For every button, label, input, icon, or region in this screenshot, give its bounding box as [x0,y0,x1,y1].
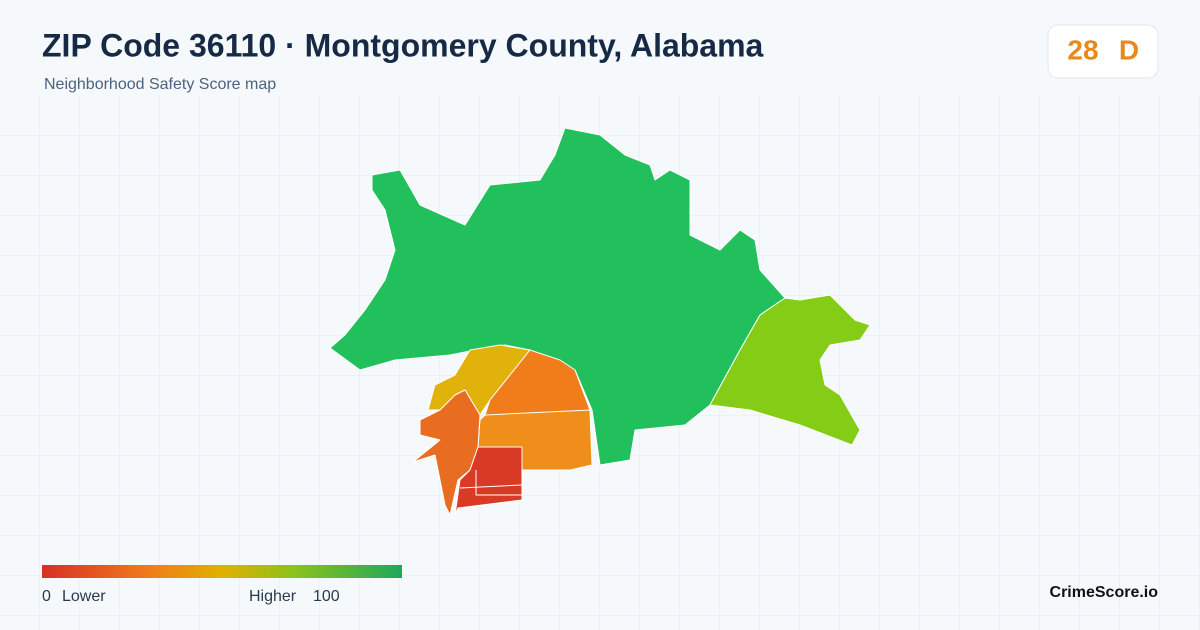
legend-scale [42,565,402,578]
grade: D [1119,34,1139,65]
title: ZIP Code 36110 · Montgomery County, Alab… [42,27,764,63]
map [329,127,871,516]
legend-max: 100 [313,588,340,605]
area [709,294,871,446]
boundary [475,470,522,496]
legend-max-label: Higher [249,588,297,605]
brand: CrimeScore.io [1050,584,1159,601]
legend-min: 0 [42,588,51,605]
subtitle: Neighborhood Safety Score map [44,76,276,93]
legend-min-label: Lower [62,588,106,605]
area [454,446,523,516]
score: 28 [1067,34,1098,65]
score-badge: 28 D [1047,24,1159,79]
boundary [459,484,523,489]
area [412,389,481,516]
